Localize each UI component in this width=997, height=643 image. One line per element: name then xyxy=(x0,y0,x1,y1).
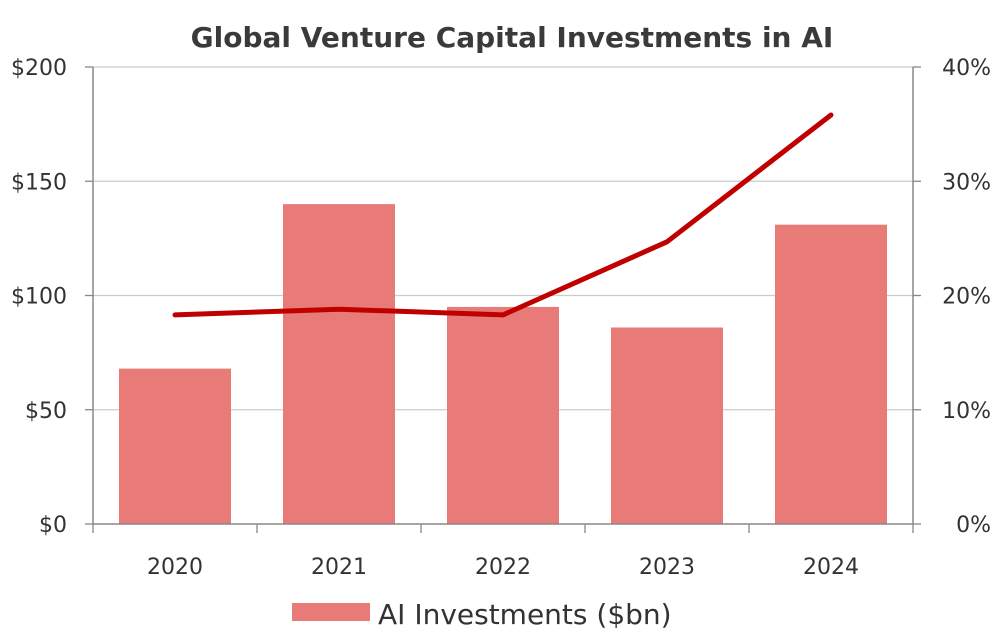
y-right-tick-label: 40% xyxy=(942,56,991,81)
bar-2020 xyxy=(119,368,231,524)
y-right-tick-label: 10% xyxy=(942,399,991,424)
y-right-tick-label: 30% xyxy=(942,170,991,195)
y-left-tick-label: $0 xyxy=(39,513,67,538)
y-left-tick-label: $200 xyxy=(11,56,67,81)
bar-2021 xyxy=(283,204,395,524)
y-right-tick-label: 0% xyxy=(956,513,991,538)
legend: AI Investments ($bn) xyxy=(292,598,672,631)
x-tick-label: 2021 xyxy=(311,555,367,580)
legend-label: AI Investments ($bn) xyxy=(378,598,672,631)
y-right-tick-label: 20% xyxy=(942,285,991,310)
x-tick-label: 2024 xyxy=(803,555,859,580)
y-left-tick-label: $100 xyxy=(11,285,67,310)
legend-swatch xyxy=(292,603,370,621)
chart-title: Global Venture Capital Investments in AI xyxy=(191,21,834,54)
y-left-tick-label: $150 xyxy=(11,170,67,195)
line-layer xyxy=(172,112,834,318)
y-left-tick-label: $50 xyxy=(25,399,67,424)
x-tick-label: 2020 xyxy=(147,555,203,580)
bar-2022 xyxy=(447,306,559,524)
x-tick-label: 2022 xyxy=(475,555,531,580)
bar-2023 xyxy=(611,327,723,524)
bar-layer xyxy=(119,204,887,525)
line-series xyxy=(172,112,834,318)
axis-layer: $0 $50 $100 $150 $200 0% 10% 20% 30% 40% 2020 2021 2… xyxy=(11,56,991,580)
bar-2024 xyxy=(775,224,887,525)
x-tick-label: 2023 xyxy=(639,555,695,580)
